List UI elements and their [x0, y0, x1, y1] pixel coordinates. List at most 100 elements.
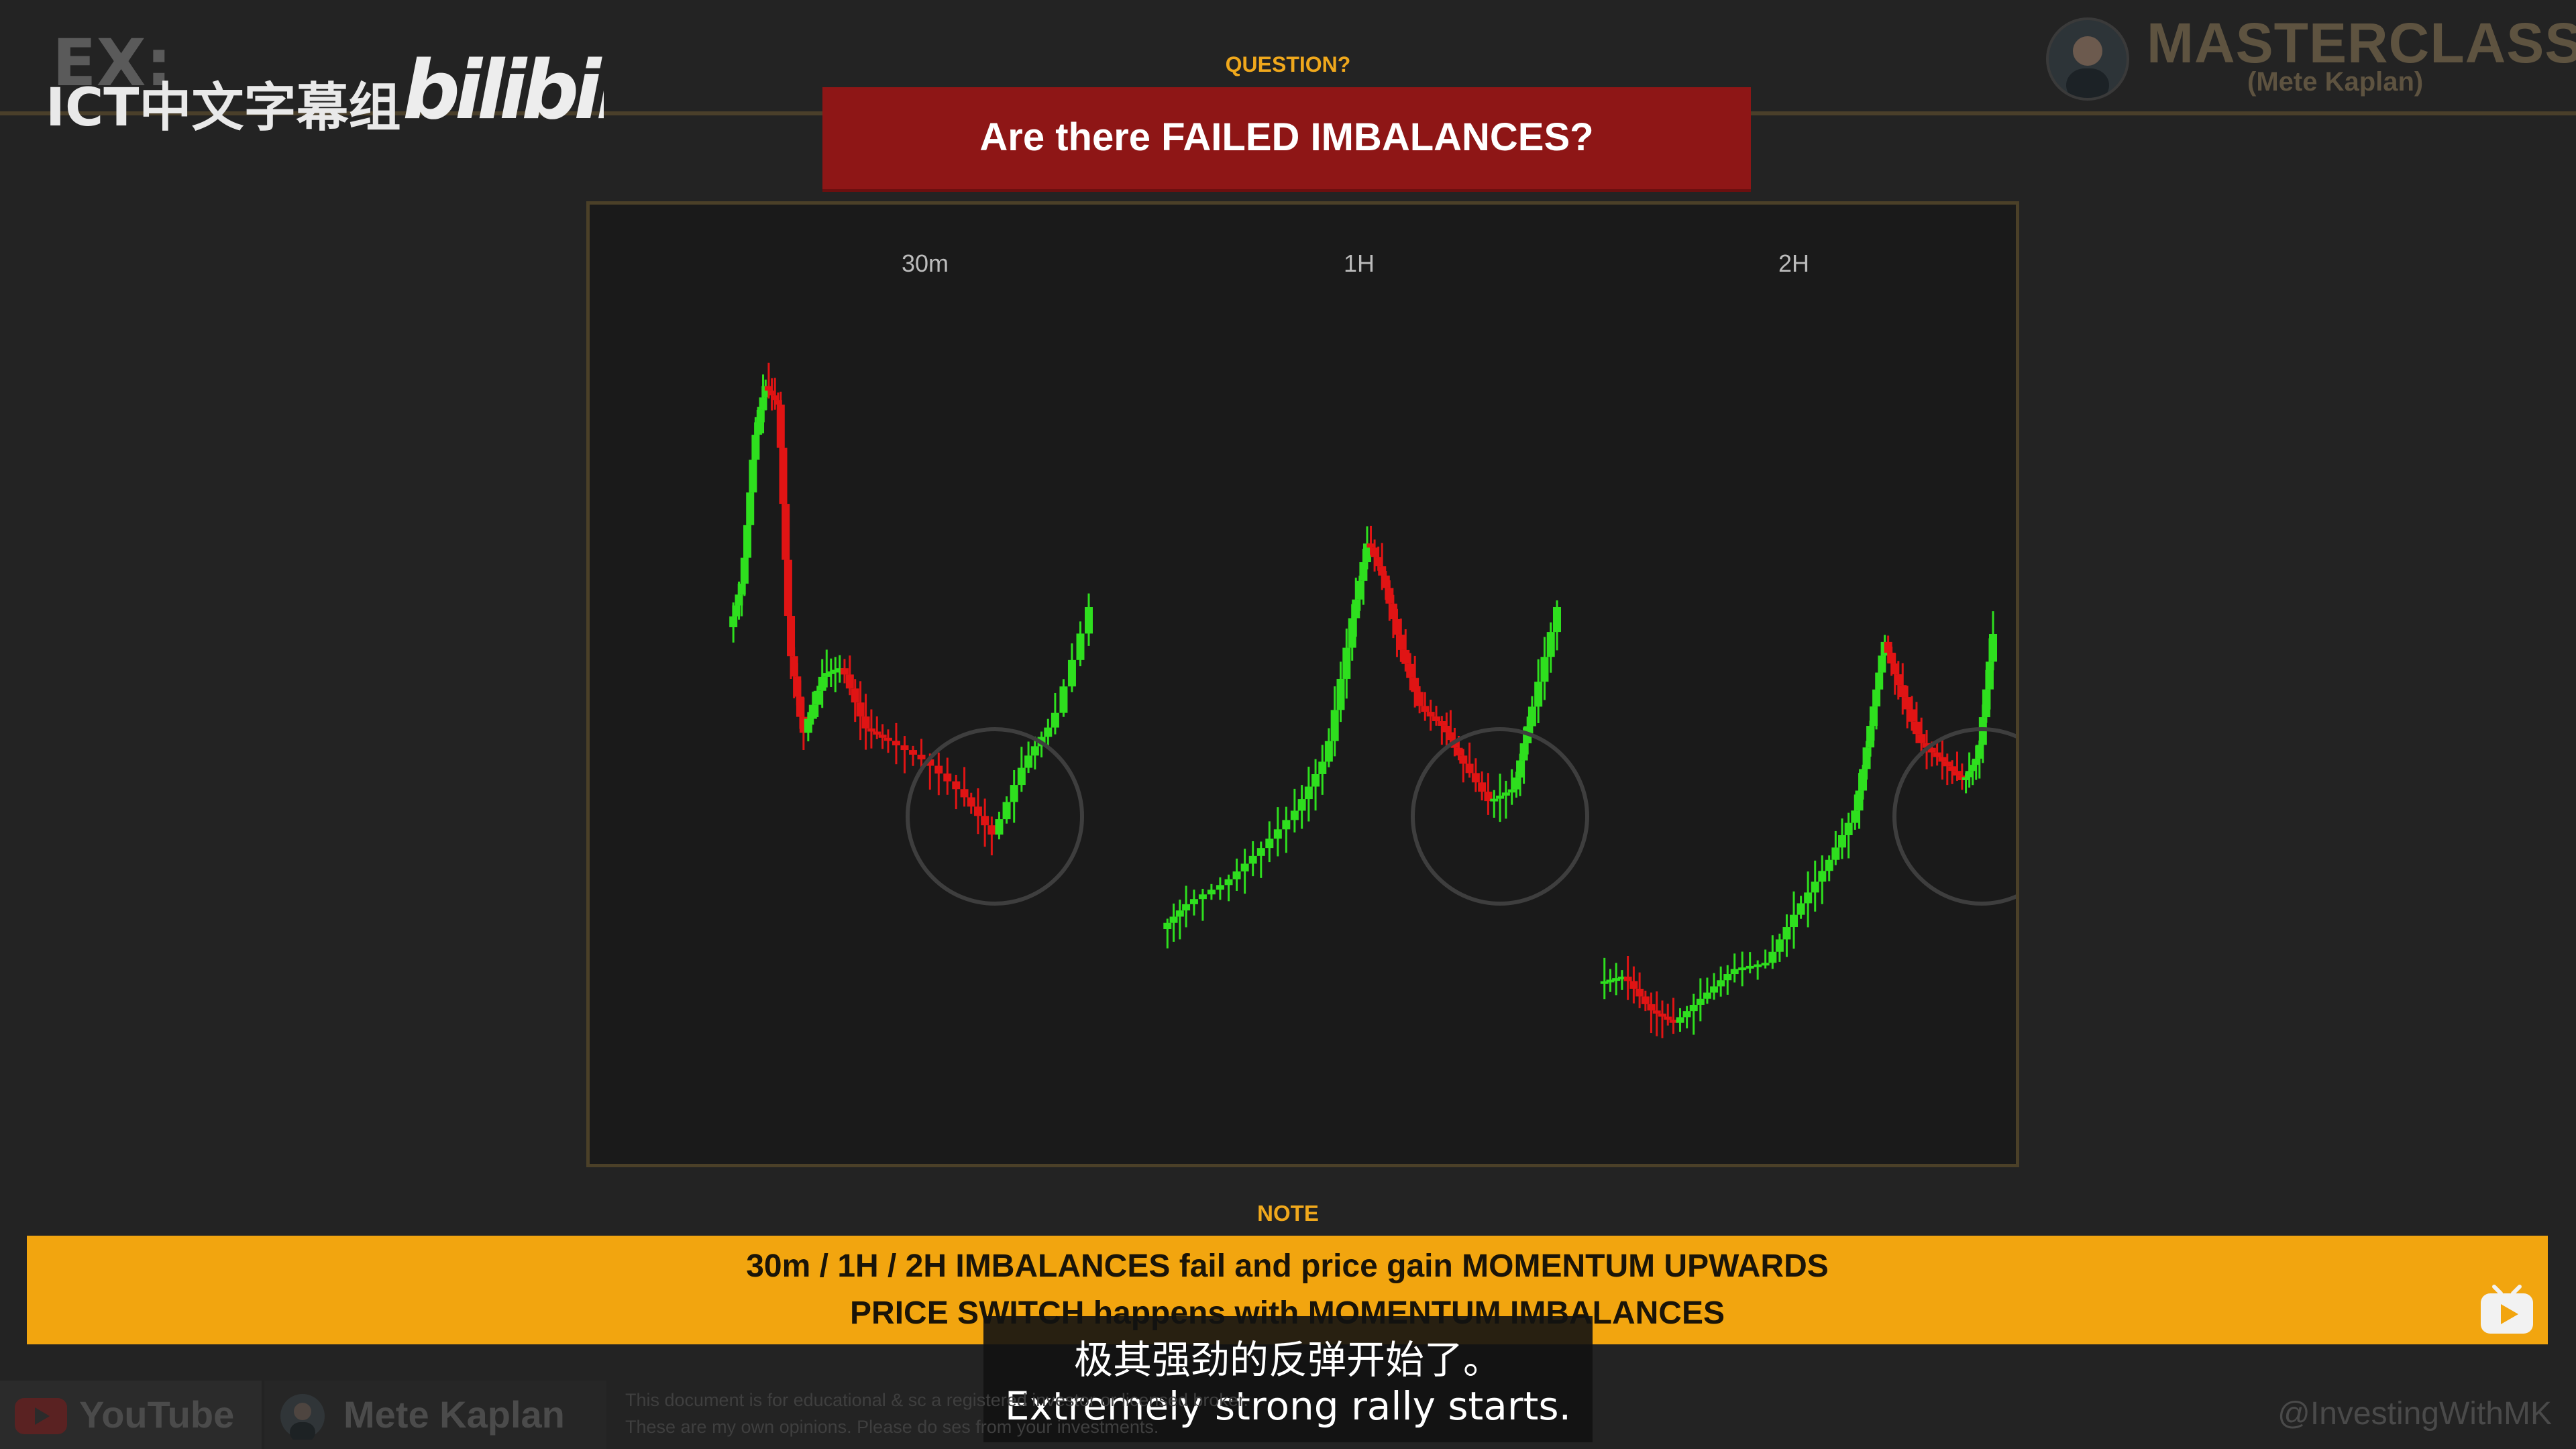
- candle-body-2h: [1682, 1011, 1691, 1018]
- note-line-1: 30m / 1H / 2H IMBALANCES fail and price …: [746, 1248, 1829, 1284]
- avatar: [280, 1394, 325, 1440]
- candle-body-2h: [1972, 758, 1980, 765]
- candle-body-2h: [1723, 974, 1732, 981]
- candle-body-2h: [1923, 743, 1931, 748]
- panel-label-1h: 1H: [1344, 250, 1375, 277]
- candle-body-2h: [1884, 641, 1892, 653]
- candle-body-2h: [1965, 771, 1974, 777]
- candle-body-30m: [856, 702, 865, 717]
- candle-body-2h: [1606, 979, 1615, 983]
- candle-body-2h: [1859, 769, 1868, 791]
- candle-body-30m: [878, 735, 887, 738]
- candle-body-2h: [1890, 663, 1899, 675]
- candle-body-30m: [782, 504, 790, 560]
- panel-label-30m: 30m: [902, 250, 949, 277]
- candle-body-2h: [1612, 978, 1621, 981]
- candle-body-1h: [1446, 732, 1455, 741]
- candle-body-1h: [1282, 820, 1291, 830]
- candle-body-2h: [1938, 757, 1947, 762]
- candle-body-30m: [1051, 712, 1059, 728]
- candle-body-2h: [1898, 685, 1907, 698]
- candle-body-1h: [1169, 916, 1178, 923]
- candle-body-30m: [1044, 727, 1053, 737]
- slide-title: Are there FAILED IMBALANCES?: [979, 115, 1594, 159]
- candle-body-30m: [831, 669, 840, 673]
- candle-body-1h: [1381, 576, 1390, 588]
- candle-body-1h: [1359, 562, 1368, 581]
- youtube-badge[interactable]: YouTube: [0, 1381, 262, 1449]
- candle-body-30m: [787, 616, 796, 657]
- candle-body-30m: [793, 676, 802, 697]
- disclaimer-line-1: This document is for educational & sc a …: [625, 1390, 1248, 1410]
- channel-name: Mete Kaplan: [343, 1393, 565, 1436]
- candle-body-2h: [1652, 1010, 1661, 1014]
- candle-body-2h: [1968, 765, 1977, 771]
- candle-body-1h: [1290, 810, 1299, 820]
- candle-body-30m: [867, 728, 875, 732]
- candle-body-1h: [1374, 557, 1383, 567]
- candle-body-1h: [1207, 890, 1216, 895]
- candle-body-2h: [1908, 709, 1917, 722]
- brand-subtitle: (Mete Kaplan): [2247, 67, 2424, 97]
- candle-body-30m: [840, 668, 849, 675]
- candle-body-1h: [1519, 743, 1528, 761]
- candle-body-2h: [1664, 1016, 1672, 1020]
- candle-body-1h: [1324, 741, 1333, 762]
- candle-body-30m: [960, 789, 969, 798]
- candle-body-30m: [934, 765, 943, 774]
- candle-body-2h: [1851, 810, 1860, 823]
- candle-body-30m: [779, 447, 788, 504]
- candle-body-1h: [1516, 760, 1525, 778]
- candle-body-1h: [1406, 663, 1415, 678]
- candle-body-30m: [973, 806, 982, 816]
- candle-body-1h: [1311, 773, 1320, 787]
- candle-body-30m: [1017, 767, 1026, 786]
- candle-body-1h: [1478, 782, 1487, 792]
- candle-body-2h: [1623, 976, 1632, 981]
- disclaimer-line-2: These are my own opinions. Please do ses…: [625, 1417, 1159, 1437]
- candle-body-2h: [1635, 988, 1644, 997]
- failed-imbalance-circle-1h: [1411, 727, 1589, 906]
- candle-body-2h: [1689, 1004, 1698, 1012]
- candle-body-2h: [1989, 634, 1997, 662]
- candle-body-1h: [1397, 635, 1405, 650]
- candle-body-1h: [1512, 777, 1521, 790]
- candle-body-30m: [813, 690, 822, 705]
- candle-body-30m: [909, 750, 917, 755]
- social-handle: @InvestingWithMK: [2277, 1396, 2552, 1432]
- candle-body-1h: [1546, 632, 1555, 657]
- candle-body-1h: [1465, 763, 1474, 773]
- candle-body-30m: [1076, 633, 1085, 660]
- subtitle-chinese: 极其强劲的反弹开始了。: [1073, 1337, 1502, 1383]
- candle-body-30m: [743, 525, 752, 558]
- candle-body-1h: [1342, 647, 1351, 679]
- candle-body-1h: [1432, 716, 1440, 721]
- candle-body-1h: [1540, 657, 1549, 682]
- candle-body-1h: [1318, 761, 1327, 774]
- question-label: QUESTION?: [1225, 52, 1351, 76]
- candle-body-2h: [1804, 892, 1813, 904]
- candle-body-1h: [1490, 798, 1499, 802]
- candle-body-1h: [1273, 829, 1282, 839]
- candle-body-1h: [1415, 692, 1424, 706]
- candle-body-2h: [1927, 747, 1936, 753]
- watermark-ex: EX:: [52, 25, 172, 101]
- candle-body-1h: [1198, 894, 1207, 900]
- subtitle-box: 极其强劲的反弹开始了。 Extremely strong rally start…: [983, 1316, 1593, 1442]
- candle-body-30m: [767, 390, 776, 396]
- candle-body-30m: [822, 673, 831, 677]
- candle-body-2h: [1933, 752, 1941, 757]
- candle-body-2h: [1710, 986, 1719, 993]
- youtube-icon: [15, 1398, 67, 1434]
- candle-body-30m: [749, 460, 757, 493]
- candle-body-2h: [1962, 777, 1970, 780]
- bilibili-tv-icon[interactable]: [2478, 1284, 2536, 1336]
- candle-body-1h: [1442, 725, 1451, 733]
- candle-body-1h: [1366, 543, 1375, 548]
- candle-body-2h: [1782, 927, 1791, 940]
- candle-body-1h: [1175, 910, 1184, 917]
- channel-badge[interactable]: Mete Kaplan: [264, 1381, 606, 1449]
- candle-body-30m: [851, 688, 859, 703]
- candle-body-2h: [1887, 652, 1896, 664]
- candle-body-2h: [1696, 998, 1705, 1005]
